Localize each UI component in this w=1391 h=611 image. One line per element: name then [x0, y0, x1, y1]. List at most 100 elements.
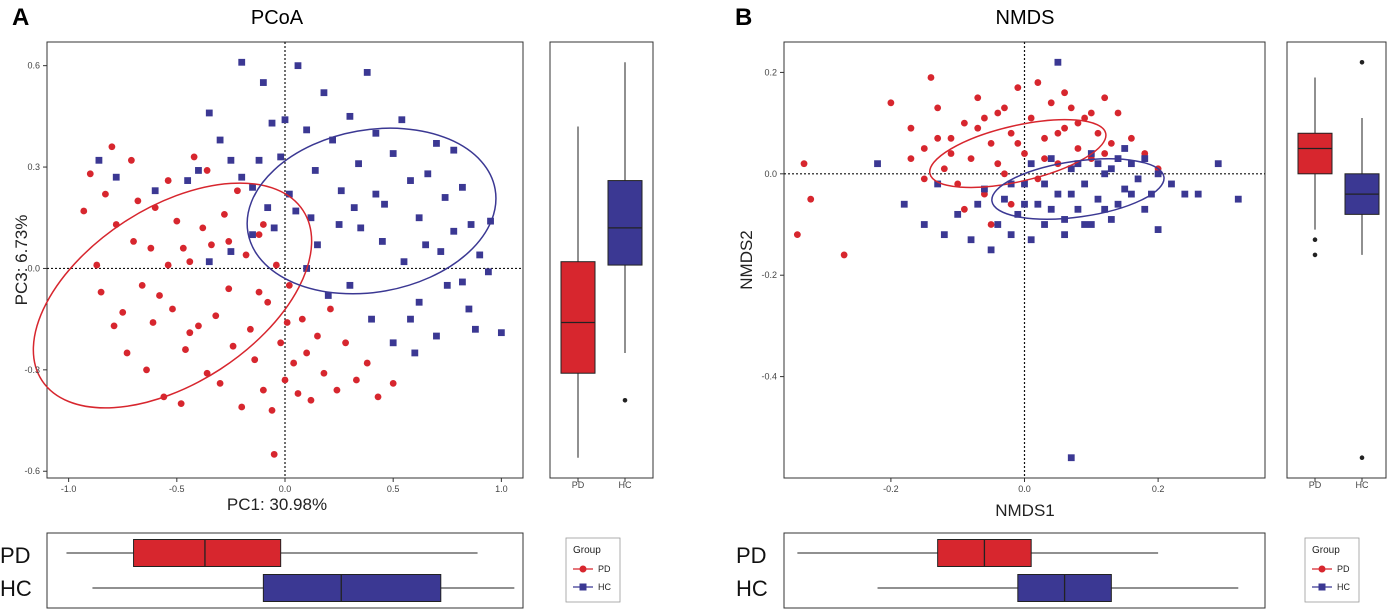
panel-a-point-pd: [277, 339, 285, 347]
panel-b-point-hc: [1041, 221, 1048, 228]
panel-b-point-pd: [994, 109, 1002, 117]
panel-a-legend-pd-label: PD: [598, 564, 611, 574]
panel-a-point-hc: [443, 281, 451, 289]
panel-a-y-tick-label: 0.6: [27, 61, 40, 71]
panel-a-point-hc: [151, 187, 159, 195]
panel-a-point-hc: [465, 305, 473, 313]
panel-a-point-hc: [368, 315, 375, 323]
panel-b-point-pd: [1061, 89, 1068, 97]
panel-b-point-pd: [907, 124, 915, 132]
panel-a-point-pd: [147, 244, 155, 252]
panel-a-point-hc: [292, 207, 300, 215]
panel-b-point-hc: [1041, 180, 1048, 188]
panel-b-right-pd-outlier: [1312, 237, 1318, 243]
panel-b-point-hc: [974, 200, 982, 208]
panel-a-point-pd: [203, 369, 211, 377]
panel-a-point-pd: [333, 386, 341, 394]
panel-a-point-pd: [281, 376, 289, 384]
panel-b-right-pd-box: [1297, 132, 1333, 175]
panel-a-point-pd: [259, 386, 267, 394]
panel-b-point-pd: [974, 94, 982, 102]
panel-a-point-hc: [467, 221, 475, 228]
panel-b-bottom-label-pd: PD: [736, 543, 767, 568]
panel-a-point-pd: [342, 339, 349, 347]
panel-a-y-tick-label: -0.6: [24, 466, 40, 476]
panel-b-right-hc-outlier: [1359, 455, 1365, 461]
panel-a-right-tick-pd: PD: [572, 480, 585, 490]
panel-a-point-pd: [186, 329, 194, 337]
panel-b-point-hc: [1234, 195, 1242, 203]
panel-b-right-tick-hc: HC: [1356, 480, 1369, 490]
panel-b-point-hc: [1107, 216, 1115, 223]
panel-a-point-hc: [329, 136, 336, 144]
panel-a-point-hc: [437, 248, 445, 255]
panel-a-point-hc: [112, 173, 120, 181]
panel-a-point-hc: [277, 153, 285, 161]
panel-b-point-pd: [981, 114, 988, 122]
panel-b-y-tick-label: -0.4: [761, 372, 777, 382]
panel-b-point-hc: [1067, 190, 1075, 198]
panel-b-title: NMDS: [996, 7, 1055, 29]
panel-a-point-hc: [400, 258, 408, 266]
panel-b-right-pd-outlier: [1312, 252, 1318, 258]
panel-b-point-pd: [887, 99, 895, 107]
panel-a-point-hc: [415, 298, 423, 306]
panel-b-point-hc: [1021, 180, 1028, 188]
panel-a-point-hc: [249, 231, 256, 239]
panel-a-ellipse-hc: [246, 127, 497, 295]
panel-a-point-hc: [227, 248, 235, 255]
panel-b-point-pd: [1101, 94, 1109, 102]
panel-b-point-pd: [1094, 129, 1102, 137]
panel-b-point-pd: [1127, 134, 1135, 142]
panel-a: A PCoA -1.0 -0.5 0.0 0.5 1.0 -0.6 -0.3 0.0 0.3 0…: [0, 4, 654, 609]
panel-b-letter: B: [735, 4, 752, 31]
panel-b-right-tick-pd: PD: [1309, 480, 1322, 490]
panel-b-legend-title: Group: [1312, 545, 1340, 556]
panel-b-y-tick-label: 0.0: [764, 169, 777, 179]
panel-a-point-pd: [138, 281, 146, 289]
panel-b-point-hc: [1181, 190, 1189, 198]
panel-a-point-hc: [363, 69, 371, 76]
panel-a-point-pd: [314, 332, 321, 340]
panel-b-point-pd: [1007, 129, 1015, 137]
panel-b-point-hc: [1168, 180, 1175, 188]
panel-a-point-pd: [212, 312, 220, 320]
panel-a-y-tick-label: -0.3: [24, 365, 40, 375]
panel-b-point-pd: [1074, 145, 1082, 152]
panel-b-point-hc: [1021, 200, 1028, 208]
panel-a-point-hc: [378, 238, 386, 245]
panel-a-y-tick-label: 0.3: [27, 162, 40, 172]
panel-a-point-pd: [221, 210, 228, 218]
panel-a-x-tick-label: 0.0: [279, 484, 292, 494]
panel-a-point-hc: [450, 227, 458, 235]
panel-b-scatter: [784, 42, 1265, 478]
panel-b-point-hc: [954, 210, 962, 218]
panel-a-point-hc: [433, 139, 440, 147]
panel-b-bottom-label-hc: HC: [736, 576, 768, 601]
panel-a-point-hc: [459, 278, 466, 286]
panel-a-point-pd: [169, 305, 176, 313]
panel-a-point-pd: [363, 359, 371, 367]
panel-a-point-hc: [195, 167, 202, 174]
panel-b-point-pd: [840, 251, 848, 259]
panel-a-point-pd: [283, 319, 291, 326]
panel-b-point-hc: [1081, 221, 1089, 228]
panel-b-point-hc: [900, 200, 908, 208]
panel-b-point-hc: [1127, 160, 1135, 168]
panel-b-right-boxplot: [1297, 59, 1380, 482]
panel-a-point-hc: [227, 156, 235, 164]
panel-a-bottom-label-pd: PD: [0, 543, 31, 568]
panel-b-point-pd: [1107, 139, 1115, 147]
panel-b-point-hc: [934, 180, 942, 188]
panel-a-point-pd: [182, 346, 189, 353]
panel-b-point-hc: [1054, 190, 1062, 198]
panel-b-y-label: NMDS2: [737, 230, 756, 290]
panel-a-x-tick-label: -1.0: [61, 484, 77, 494]
panel-a-point-pd: [190, 153, 198, 161]
panel-b-legend: Group PD HC: [1304, 537, 1360, 603]
panel-b-point-hc: [1121, 145, 1129, 152]
panel-a-bottom-hc-box: [262, 574, 442, 602]
panel-a-point-hc: [184, 177, 192, 184]
panel-a-point-hc: [324, 292, 332, 299]
panel-a-x-tick-label: -0.5: [169, 484, 185, 494]
